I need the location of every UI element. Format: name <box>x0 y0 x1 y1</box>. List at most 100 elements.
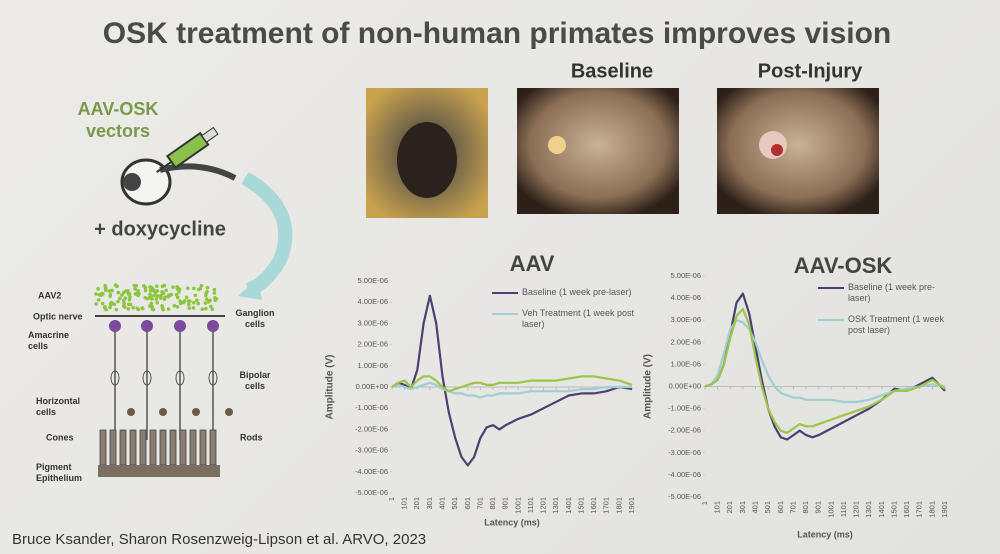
x-tick-label: 101 <box>713 501 722 514</box>
particle <box>155 294 160 298</box>
particle <box>204 297 209 302</box>
rod <box>109 429 117 466</box>
particle <box>177 287 182 292</box>
legend-item: Veh Treatment (1 week post laser) <box>492 308 642 330</box>
particle <box>213 298 218 303</box>
particle <box>126 307 131 311</box>
injured-disc <box>759 131 787 159</box>
particle <box>116 290 121 295</box>
y-axis-label: Amplitude (V) <box>325 355 336 420</box>
particle <box>94 292 98 296</box>
y-axis-label: Amplitude (V) <box>643 354 654 419</box>
particle <box>192 286 196 291</box>
legend-label: Baseline (1 week pre-laser) <box>522 287 632 297</box>
image-label: Baseline <box>571 60 653 82</box>
series-line <box>391 375 633 393</box>
x-tick-label: 1301 <box>864 501 873 518</box>
cone <box>139 429 147 466</box>
particle <box>175 304 180 309</box>
arrow-head <box>238 278 262 300</box>
x-tick-label: 501 <box>763 501 772 514</box>
image-label: Post-Injury <box>758 60 863 82</box>
x-tick-label: 301 <box>738 501 747 514</box>
y-tick-label: -1.00E-06 <box>355 403 388 412</box>
bipolar-cell <box>175 370 185 386</box>
particle <box>149 301 154 306</box>
x-tick-label: 301 <box>425 497 434 510</box>
retina-label: AAV2 <box>38 290 61 300</box>
fundus-post-injury <box>717 88 879 214</box>
x-tick-label: 1701 <box>915 501 924 518</box>
particle <box>109 300 114 305</box>
y-tick-label: -4.00E-06 <box>668 470 701 479</box>
legend-item: Baseline (1 week pre-laser) <box>492 287 642 298</box>
particle <box>212 287 217 292</box>
particle <box>204 306 208 311</box>
y-tick-label: -5.00E-06 <box>355 488 388 497</box>
x-tick-label: 1101 <box>526 497 535 513</box>
rod <box>129 429 137 466</box>
ganglion-cell <box>207 320 219 332</box>
particle <box>175 295 180 300</box>
rod <box>189 429 197 466</box>
retina-cells <box>99 320 233 466</box>
particle <box>196 287 201 292</box>
particle <box>136 307 141 312</box>
monkey-face <box>397 122 457 198</box>
fundus-baseline <box>517 88 679 214</box>
legend-swatch <box>818 319 844 321</box>
particle <box>114 307 119 312</box>
x-tick-label: 1 <box>700 501 709 505</box>
y-tick-label: 1.00E-06 <box>671 359 701 368</box>
particle <box>116 299 120 304</box>
curved-arrow <box>241 171 293 297</box>
y-tick-label: 5.00E-06 <box>671 271 701 280</box>
particle <box>195 298 199 303</box>
x-tick-label: 1301 <box>551 497 560 514</box>
x-tick-label: 1001 <box>826 501 835 518</box>
horizontal-cell <box>192 408 200 416</box>
rod <box>149 429 157 466</box>
y-tick-label: -5.00E-06 <box>668 492 701 501</box>
particle <box>121 298 126 303</box>
particle <box>204 291 208 296</box>
x-tick-label: 1901 <box>627 497 636 514</box>
retina-label-box: Pigment Epithelium <box>36 462 83 483</box>
x-tick-label: 1801 <box>614 497 623 514</box>
slide-title: OSK treatment of non-human primates impr… <box>103 17 891 50</box>
x-axis-label: Latency (ms) <box>797 529 853 539</box>
legend-label: Baseline (1 week pre-laser) <box>848 282 936 303</box>
x-tick-label: 601 <box>776 501 785 514</box>
x-tick-label: 1101 <box>839 501 848 517</box>
particle <box>104 286 108 291</box>
retina-label-box: Horizontal cells <box>36 396 80 417</box>
particle <box>149 304 154 309</box>
y-tick-label: 2.00E-06 <box>358 340 388 349</box>
y-tick-label: -1.00E-06 <box>668 404 701 413</box>
particle <box>99 291 104 296</box>
particle <box>131 305 135 310</box>
series-line <box>391 381 632 399</box>
particle <box>169 292 174 297</box>
cone <box>99 429 107 466</box>
cone <box>159 429 167 466</box>
citation: Bruce Ksander, Sharon Rosenzweig-Lipson … <box>12 531 426 548</box>
particle <box>212 291 217 295</box>
x-tick-label: 501 <box>450 497 459 510</box>
x-tick-label: 401 <box>438 497 447 510</box>
particle <box>141 283 146 288</box>
bipolar-cell <box>142 370 152 386</box>
pupil <box>123 173 141 191</box>
particle <box>148 292 152 297</box>
x-tick-label: 801 <box>488 497 497 510</box>
vector-label: AAV-OSK <box>78 99 159 119</box>
particle <box>151 287 155 291</box>
retina-label-box: Bipolar cells <box>239 370 271 391</box>
retina-label: Pigment Epithelium <box>36 462 83 483</box>
y-tick-label: -3.00E-06 <box>355 446 388 455</box>
x-tick-label: 801 <box>801 501 810 514</box>
series-line <box>704 308 946 434</box>
retina-label: Bipolar cells <box>239 370 271 391</box>
